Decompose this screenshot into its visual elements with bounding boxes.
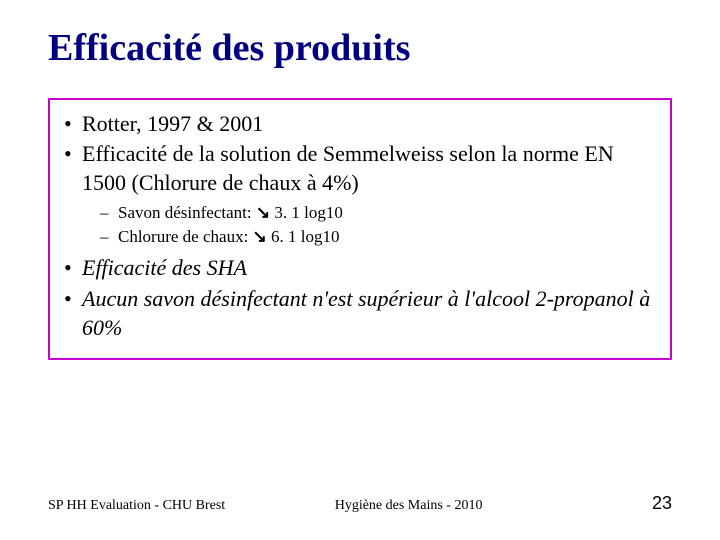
- bullet-text: Rotter, 1997 & 2001: [82, 110, 656, 139]
- bullet-dot-icon: •: [64, 285, 82, 314]
- bullet-dot-icon: •: [64, 254, 82, 283]
- footer-left: SP HH Evaluation - CHU Brest: [48, 498, 225, 514]
- bullet-text: Aucun savon désinfectant n'est supérieur…: [82, 285, 656, 342]
- bullet-text: Efficacité de la solution de Semmelweiss…: [82, 140, 656, 197]
- dash-icon: –: [100, 202, 118, 225]
- dash-icon: –: [100, 226, 118, 249]
- bullet-item: • Aucun savon désinfectant n'est supérie…: [64, 285, 656, 342]
- sub-bullet-text: Chlorure de chaux: ↘ 6. 1 log10: [118, 226, 656, 249]
- slide: Efficacité des produits • Rotter, 1997 &…: [0, 0, 720, 540]
- decrease-arrow-icon: ↘: [256, 202, 270, 225]
- footer-center: Hygiène des Mains - 2010: [225, 498, 652, 514]
- page-number: 23: [652, 493, 672, 514]
- bullet-text: Efficacité des SHA: [82, 254, 656, 283]
- decrease-arrow-icon: ↘: [253, 226, 267, 249]
- bullet-dot-icon: •: [64, 110, 82, 139]
- bullet-item: • Efficacité des SHA: [64, 254, 656, 283]
- bullet-item: • Rotter, 1997 & 2001: [64, 110, 656, 139]
- bullet-item: • Efficacité de la solution de Semmelwei…: [64, 140, 656, 197]
- sub-bullet-label: Savon désinfectant:: [118, 203, 252, 222]
- bullet-dot-icon: •: [64, 140, 82, 169]
- slide-title: Efficacité des produits: [48, 28, 672, 70]
- sub-bullet-label: Chlorure de chaux:: [118, 227, 248, 246]
- sub-bullet-value: 3. 1 log10: [274, 203, 342, 222]
- sub-bullet-group: – Savon désinfectant: ↘ 3. 1 log10 – Chl…: [64, 202, 656, 249]
- sub-bullet-text: Savon désinfectant: ↘ 3. 1 log10: [118, 202, 656, 225]
- sub-bullet-value: 6. 1 log10: [271, 227, 339, 246]
- sub-bullet-item: – Chlorure de chaux: ↘ 6. 1 log10: [64, 226, 656, 249]
- content-box: • Rotter, 1997 & 2001 • Efficacité de la…: [48, 98, 672, 360]
- sub-bullet-item: – Savon désinfectant: ↘ 3. 1 log10: [64, 202, 656, 225]
- footer: SP HH Evaluation - CHU Brest Hygiène des…: [0, 493, 720, 514]
